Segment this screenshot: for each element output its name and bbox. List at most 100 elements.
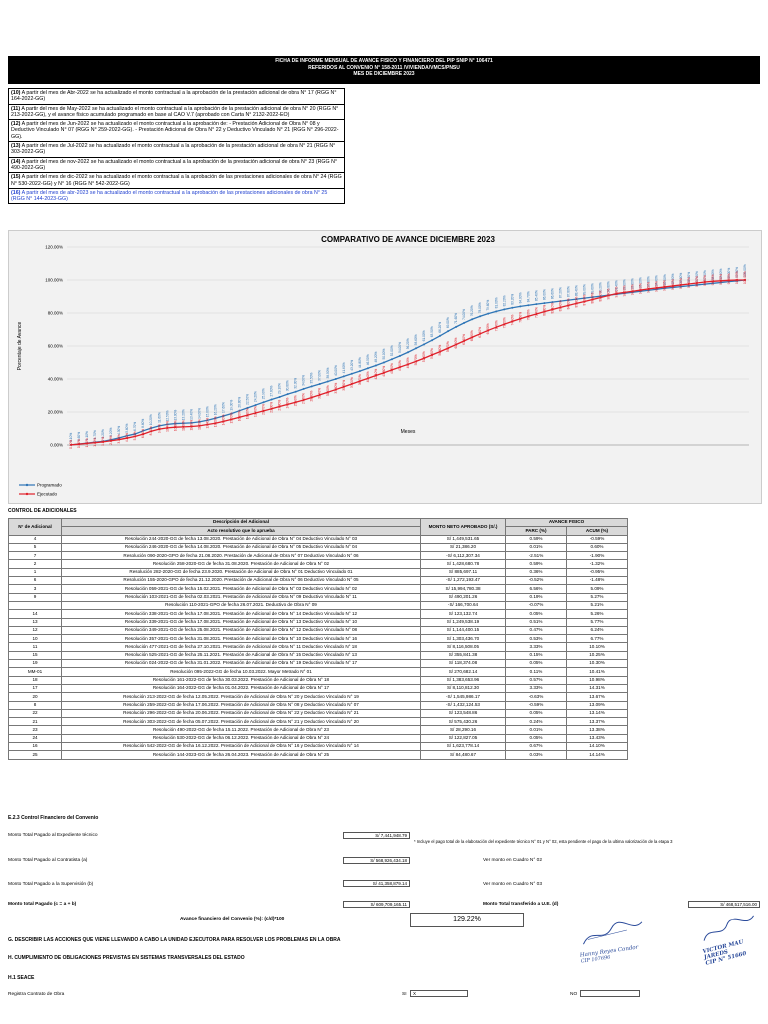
expediente-value: S/ 7,441,948.79 — [343, 832, 410, 839]
data-point — [511, 320, 514, 323]
data-label: 98.00% — [711, 269, 715, 280]
data-label: 98.50% — [719, 268, 723, 279]
data-point — [134, 435, 137, 438]
registro-label: Registra Contrato de Obra — [8, 992, 65, 997]
contratista-label: Monto Total Pagado al Contratista (a) — [8, 858, 88, 863]
adicional-parc: 3.33% — [505, 683, 567, 694]
adicional-desc: Resolución 357-2021-GG de fecha 31.08.20… — [61, 634, 421, 644]
data-label: 83.20% — [510, 294, 514, 305]
data-label: 10.20% — [149, 414, 153, 425]
data-label: 97.60% — [687, 277, 691, 288]
data-label: 18.10% — [246, 408, 250, 419]
data-label: 9.60% — [157, 424, 161, 433]
data-label: 4.20% — [125, 433, 129, 442]
adicional-acum: 0.60% — [566, 542, 628, 553]
section-h: H. CUMPLIMIENTO DE OBLIGACIONES PREVISTA… — [8, 955, 245, 961]
table-row: 25 Resolución 144-2023-GG de fecha 26.04.… — [8, 750, 628, 760]
si-checkbox[interactable]: X — [410, 990, 468, 997]
note-item: (12) A partir del mes de Jun-2022 se ha … — [9, 120, 344, 143]
adicional-num: 7 — [8, 551, 62, 561]
data-point — [567, 299, 570, 302]
data-point — [334, 378, 337, 380]
adicional-parc: 0.03% — [505, 750, 567, 760]
adicional-desc: Resolución 258-2020-GG de fecha 31.08.20… — [61, 559, 421, 569]
table-row: 17 Resolución 164-2022-GG de fecha 01.04.… — [8, 683, 628, 694]
data-point — [639, 289, 642, 292]
data-label: 96.40% — [671, 279, 675, 290]
adicional-num: 23 — [8, 725, 62, 735]
adicional-monto: -S/ 1,432,124.53 — [420, 700, 506, 710]
data-label: 15.50% — [229, 412, 233, 423]
data-label: 82.10% — [550, 303, 554, 314]
adicional-acum: 14.31% — [566, 683, 628, 694]
data-label: 90.80% — [607, 281, 611, 292]
data-label: 92.00% — [623, 279, 627, 290]
data-label: 37.00% — [350, 377, 354, 388]
data-label: 96.00% — [679, 273, 683, 284]
header-line-2: REFERIDOS AL CONVENIO N° 158-2011 /VIVIE… — [308, 64, 460, 71]
adicional-monto: -S/ 1,545,986.17 — [420, 692, 506, 702]
data-point — [166, 426, 169, 429]
adicional-parc: -0.63% — [505, 692, 567, 702]
data-label: 1.70% — [93, 430, 97, 439]
data-point — [398, 366, 401, 369]
data-label: 47.20% — [398, 360, 402, 371]
data-point — [70, 443, 73, 446]
adicional-acum: 10.25% — [566, 650, 628, 661]
adicional-acum: 10.98% — [566, 675, 628, 685]
data-label: 27.30% — [302, 393, 306, 404]
data-point — [342, 375, 345, 378]
data-point — [447, 330, 450, 333]
signature-left: Hanny Reyes Condor CIP 107696 — [576, 917, 650, 965]
table-row: 23 Resolución 490-2022-GG de fecha 15.11.… — [8, 725, 628, 735]
data-label: 58.60% — [414, 334, 418, 345]
legend-entry: Ejecutado — [37, 492, 58, 497]
adicional-desc: Resolución 542-2022-GG de fecha 16.12.20… — [61, 741, 421, 752]
table-row: 6 Resolución 155-2020-GPO de fecha 21.12.… — [8, 576, 628, 586]
adicional-parc: 0.59% — [505, 534, 567, 544]
table-row: 4 Resolución 244-2020-GG de fecha 13.08.2… — [8, 534, 628, 544]
data-label: 88.20% — [591, 292, 595, 303]
table-row: 18 Resolución 161-2022-GG de fecha 30.03.… — [8, 675, 628, 685]
adicional-parc: 0.05% — [505, 609, 567, 619]
data-label: 99.00% — [727, 268, 731, 279]
data-point — [455, 343, 458, 346]
adicional-acum: -0.59% — [566, 534, 628, 544]
data-label: 4.30% — [117, 426, 121, 435]
adicional-num: 15 — [8, 650, 62, 661]
data-point — [94, 441, 97, 444]
data-label: 5.20% — [133, 431, 137, 440]
data-label: 2.20% — [101, 429, 105, 438]
adicional-monto: S/ 84,480.67 — [420, 750, 506, 760]
data-label: 0.50% — [77, 439, 81, 448]
note-item: (16) A partir del mes de abr-2023 se ha … — [11, 189, 328, 203]
adicional-monto: S/ 123,132.74 — [420, 609, 506, 619]
data-point — [118, 438, 121, 441]
data-point — [118, 436, 121, 439]
contratista-note: Ver monto en Cuadro N° 02 — [483, 858, 542, 863]
legend-entry: Programado — [37, 483, 62, 488]
data-label: 12.40% — [205, 418, 209, 429]
section-g: G. DESCRIBIR LAS ACCIONES QUE VIENE LLEV… — [8, 937, 341, 943]
supervision-note: Ver monto en Cuadro N° 03 — [483, 882, 542, 887]
adicional-acum: 5.77% — [566, 617, 628, 627]
no-checkbox[interactable] — [580, 990, 640, 997]
adicional-desc: Resolución 059-2021-GG de fecha 15.02.20… — [61, 584, 421, 594]
data-point — [238, 416, 241, 419]
data-label: 89.60% — [591, 283, 595, 294]
adicional-num: 16 — [8, 741, 62, 752]
data-label: 16.80% — [238, 410, 242, 421]
adicional-acum: 13.67% — [566, 692, 628, 702]
data-point — [663, 285, 666, 288]
data-label: 10.80% — [173, 420, 177, 431]
adicional-num: 2 — [8, 559, 62, 569]
data-point — [671, 286, 674, 289]
data-label: 61.00% — [422, 330, 426, 341]
data-label: 13.20% — [213, 416, 217, 427]
adicional-monto: S/ 1,428,680.78 — [420, 559, 506, 569]
y-tick-label: 40.00% — [48, 377, 63, 382]
data-label: 38.70% — [358, 374, 362, 385]
data-point — [310, 396, 313, 399]
adicional-monto: -S/ 166,700.64 — [420, 600, 506, 611]
data-point — [583, 297, 586, 300]
